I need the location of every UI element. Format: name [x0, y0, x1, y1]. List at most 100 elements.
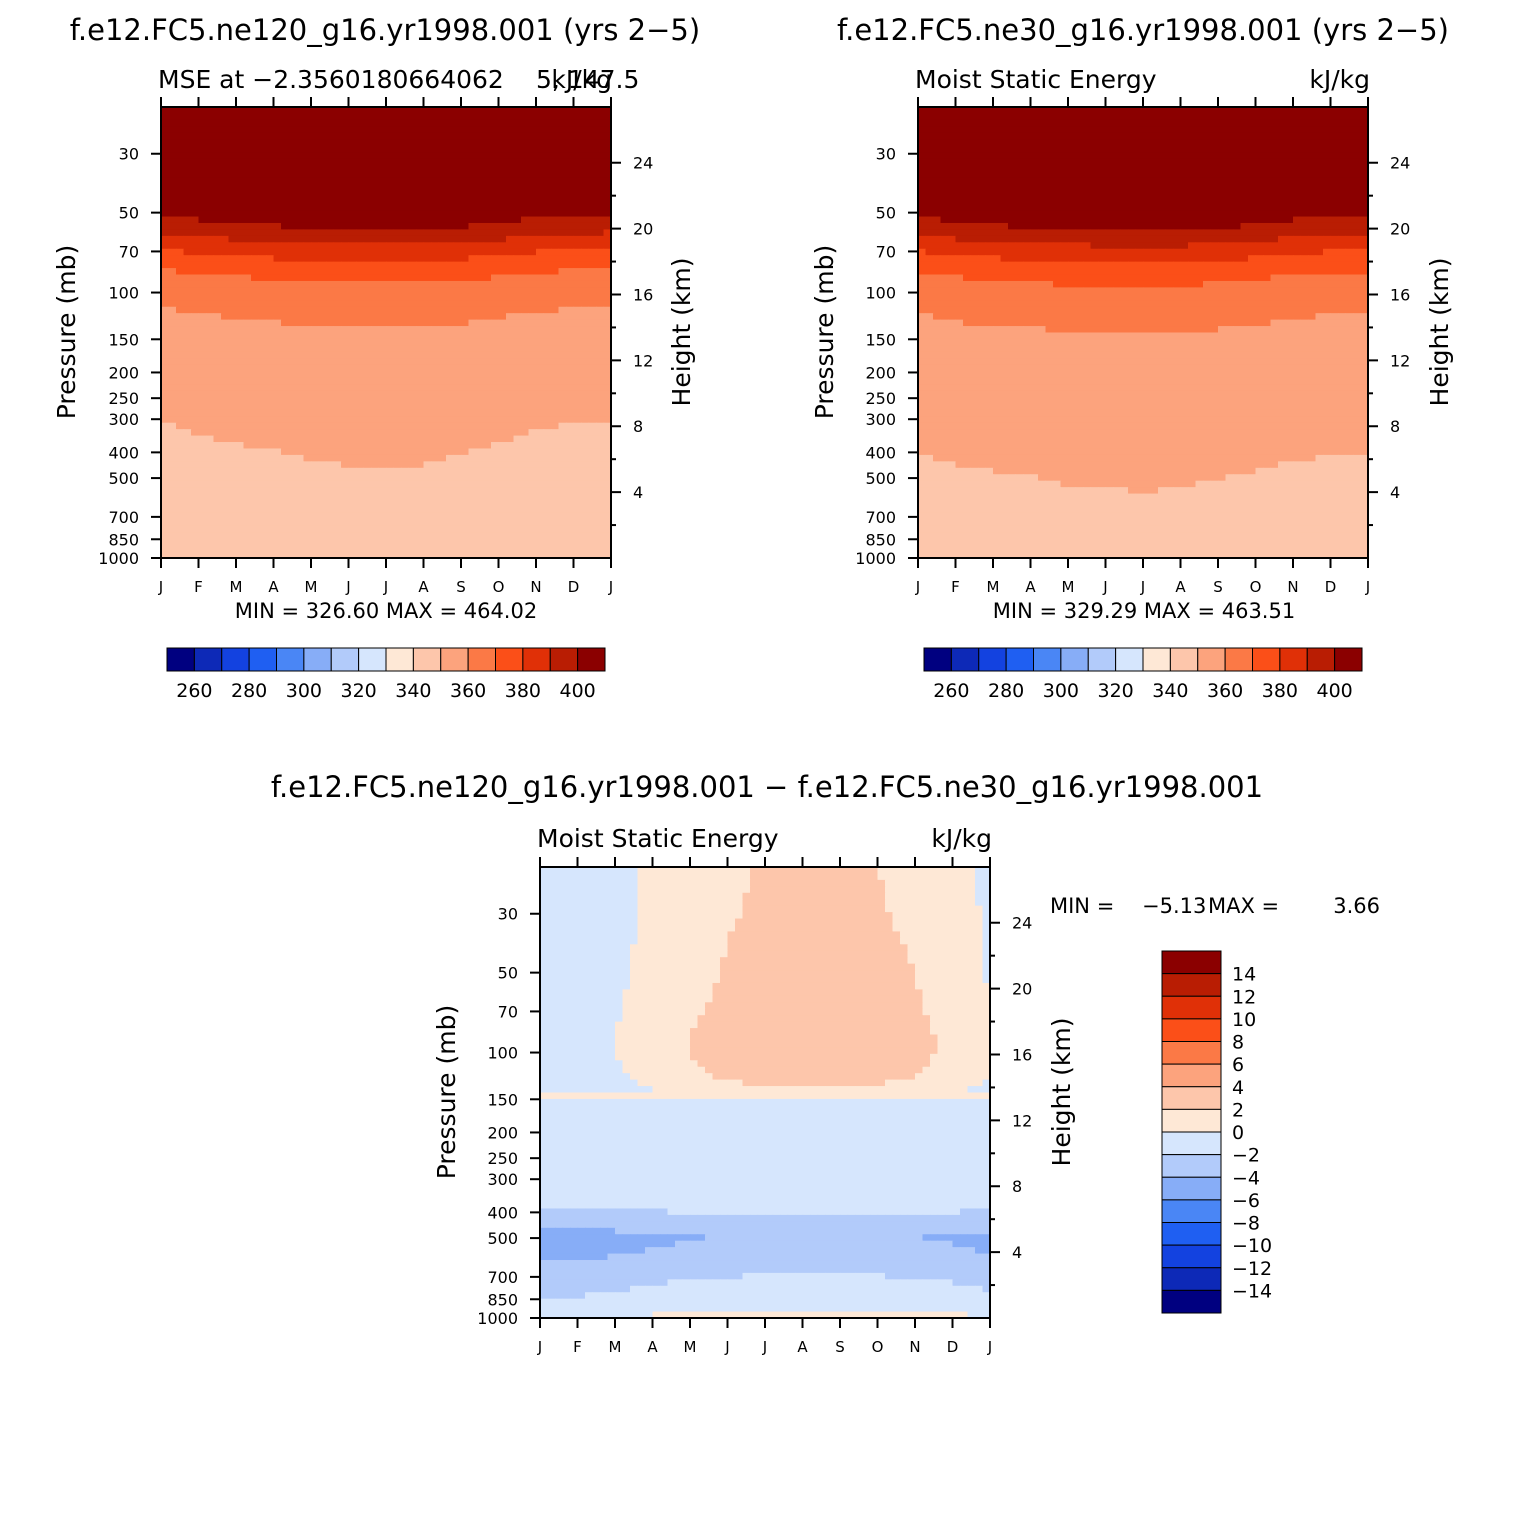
field-cell [408, 229, 417, 237]
field-cell [168, 480, 177, 488]
field-cell [461, 274, 470, 282]
field-cell [318, 313, 327, 321]
field-cell [416, 164, 425, 173]
field-cell [1083, 107, 1092, 115]
field-cell [228, 506, 237, 514]
field-cell [356, 203, 365, 211]
field-cell [948, 119, 957, 127]
field-cell [243, 313, 252, 321]
field-cell [573, 113, 582, 121]
y-tick-label: 200 [108, 363, 139, 382]
x-tick-label: M [230, 578, 243, 596]
field-cell [281, 474, 290, 482]
field-cell [326, 435, 335, 443]
field-cell [251, 164, 260, 173]
field-cell [281, 126, 290, 134]
field-cell [191, 222, 200, 231]
field-cell [371, 390, 380, 398]
field-cell [431, 345, 440, 353]
field-cell [296, 384, 305, 392]
field-cell [1060, 164, 1069, 173]
field-cell [1360, 164, 1369, 173]
field-cell [506, 280, 515, 288]
field-cell [543, 390, 552, 398]
field-cell [1360, 152, 1369, 160]
field-cell [386, 442, 395, 450]
field-cell [401, 184, 410, 192]
field-cell [468, 326, 477, 334]
field-cell [326, 197, 335, 205]
field-cell [311, 293, 320, 301]
field-cell [506, 319, 515, 327]
field-cell [348, 203, 357, 211]
field-cell [251, 242, 260, 250]
field-cell [401, 139, 410, 147]
field-cell [1098, 152, 1107, 160]
field-cell [401, 551, 410, 559]
field-cell [213, 300, 222, 308]
field-cell [1180, 113, 1189, 121]
field-cell [483, 545, 492, 553]
field-cell [438, 306, 447, 314]
field-cell [566, 139, 575, 147]
field-cell [566, 332, 575, 340]
field-cell [491, 190, 500, 198]
field-cell [1045, 152, 1054, 160]
field-cell [423, 210, 432, 218]
field-cell [296, 532, 305, 540]
field-cell [266, 274, 275, 282]
field-cell [453, 229, 462, 237]
field-cell [363, 184, 372, 192]
field-cell [408, 184, 417, 192]
field-cell [528, 306, 537, 314]
field-cell [498, 132, 507, 140]
field-cell [183, 126, 192, 134]
field-cell [521, 229, 530, 237]
field-cell [386, 222, 395, 231]
field-cell [273, 435, 282, 443]
field-cell [378, 248, 387, 256]
field-cell [363, 500, 372, 508]
field-cell [1015, 113, 1024, 121]
field-cell [288, 487, 297, 495]
field-cell [596, 152, 605, 160]
field-cell [198, 319, 207, 327]
field-cell [393, 293, 402, 301]
field-cell [1180, 164, 1189, 173]
field-cell [581, 416, 590, 424]
field-cell [573, 506, 582, 514]
field-cell [326, 326, 335, 334]
field-cell [161, 474, 170, 482]
field-cell [603, 190, 612, 198]
field-cell [386, 403, 395, 411]
field-cell [566, 274, 575, 282]
field-cell [933, 164, 942, 173]
field-cell [581, 248, 590, 256]
field-cell [206, 139, 215, 147]
field-cell [483, 152, 492, 160]
field-cell [266, 409, 275, 417]
field-cell [461, 409, 470, 417]
field-cell [1225, 132, 1234, 140]
field-cell [356, 429, 365, 437]
field-cell [491, 467, 500, 475]
field-cell [371, 126, 380, 134]
field-cell [453, 416, 462, 424]
field-cell [348, 184, 357, 192]
field-cell [453, 390, 462, 398]
field-cell [378, 332, 387, 340]
field-cell [386, 274, 395, 282]
field-cell [1255, 119, 1264, 127]
field-cell [386, 416, 395, 424]
field-cell [266, 293, 275, 301]
field-cell [393, 351, 402, 359]
field-cell [183, 152, 192, 160]
field-cell [573, 152, 582, 160]
field-cell [266, 493, 275, 501]
field-cell [506, 371, 515, 379]
field-cell [581, 396, 590, 404]
field-cell [288, 364, 297, 372]
field-cell [1060, 171, 1069, 179]
field-cell [446, 493, 455, 501]
field-cell [1120, 139, 1129, 147]
